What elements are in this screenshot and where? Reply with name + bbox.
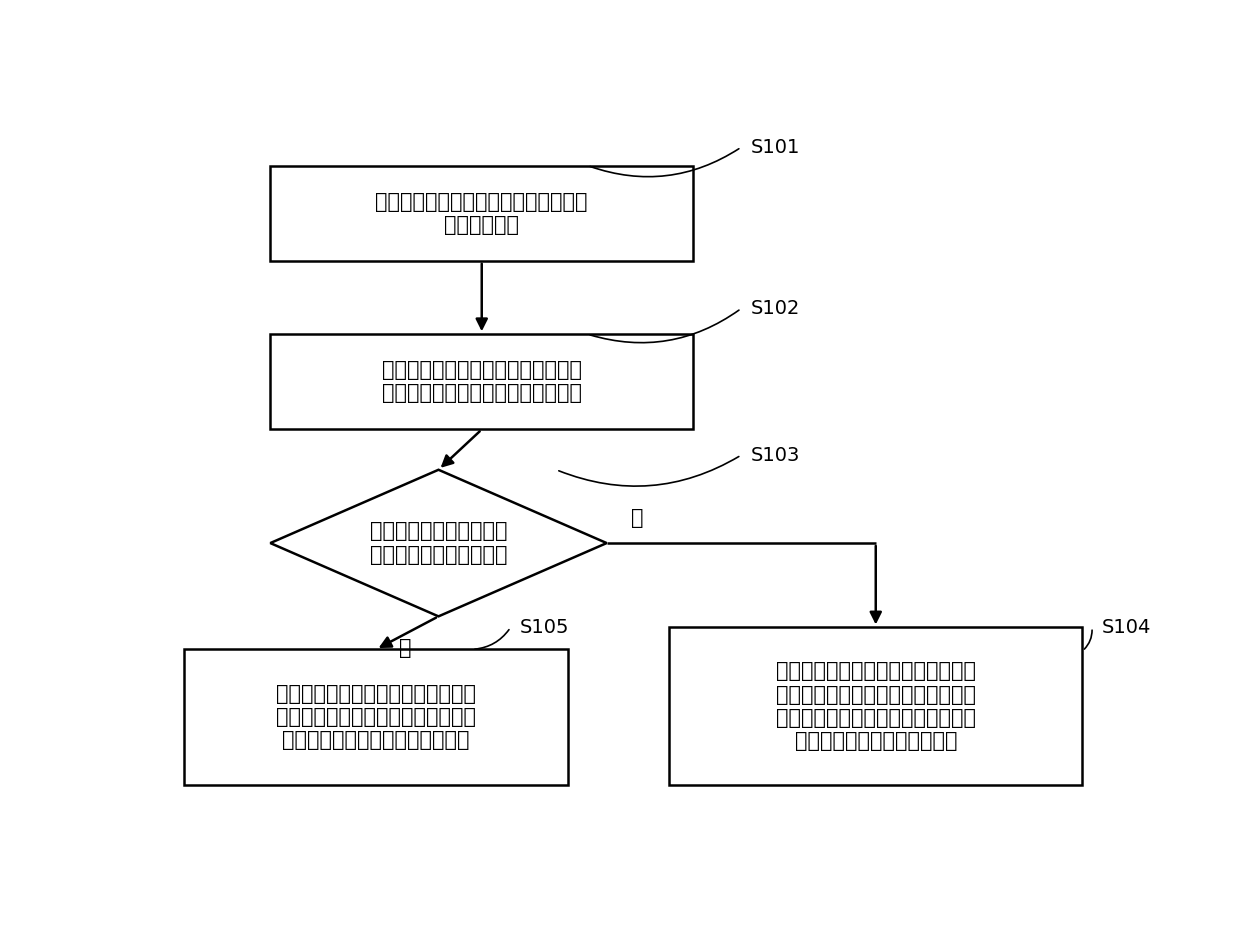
Text: 是: 是	[398, 639, 412, 659]
Text: S104: S104	[1101, 618, 1151, 637]
Text: 否: 否	[631, 508, 644, 528]
Text: S102: S102	[751, 299, 800, 318]
Text: S105: S105	[521, 618, 569, 637]
Polygon shape	[270, 469, 606, 616]
Text: 依据所述页面信息查询得到所述被测
页面在被测控件库中的控件信息列表: 依据所述页面信息查询得到所述被测 页面在被测控件库中的控件信息列表	[382, 360, 582, 404]
FancyBboxPatch shape	[670, 627, 1083, 785]
FancyBboxPatch shape	[270, 166, 693, 261]
Text: S101: S101	[751, 138, 800, 157]
Text: 获取被测页面的控件信息、页面信息和
操作步骤信息: 获取被测页面的控件信息、页面信息和 操作步骤信息	[376, 191, 588, 235]
FancyBboxPatch shape	[184, 649, 568, 785]
Text: 当检测到所述控件信息在所述控件信
息列表中不存在时，在所述控件信息
列表中生成与所述控件信息、页面信
息和操作步骤信息对应的记录: 当检测到所述控件信息在所述控件信 息列表中不存在时，在所述控件信息 列表中生成与…	[776, 662, 976, 751]
Text: 当检测到所述控件信息在所述控件信
息列表中存在时，保留所述控件信息
在所述控件信息列表中的原有记录: 当检测到所述控件信息在所述控件信 息列表中存在时，保留所述控件信息 在所述控件信…	[277, 684, 476, 750]
FancyBboxPatch shape	[270, 334, 693, 429]
Text: S103: S103	[751, 446, 800, 465]
Text: 检测所述控件信息在所述
控件信息列表中是否存在: 检测所述控件信息在所述 控件信息列表中是否存在	[370, 522, 507, 565]
